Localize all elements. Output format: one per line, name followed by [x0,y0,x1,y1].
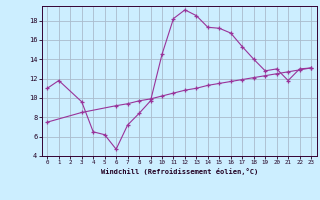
X-axis label: Windchill (Refroidissement éolien,°C): Windchill (Refroidissement éolien,°C) [100,168,258,175]
